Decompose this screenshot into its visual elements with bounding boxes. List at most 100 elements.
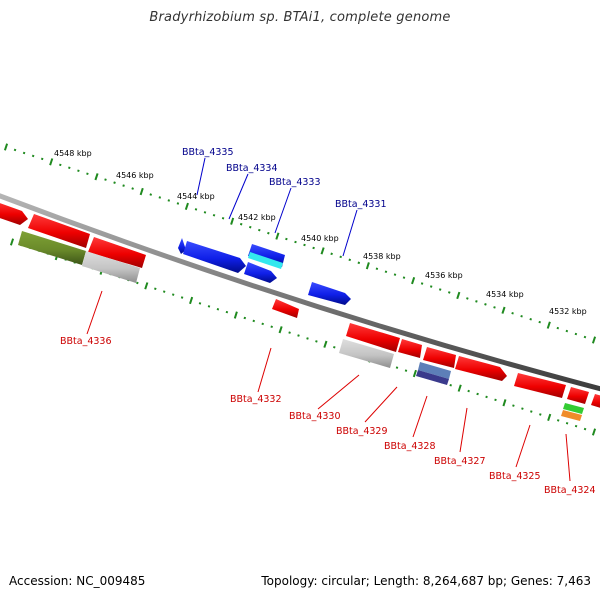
gene-arrow-red[interactable]	[88, 237, 146, 268]
gene-grey[interactable]	[82, 251, 140, 283]
upper-ring-major-tick	[49, 158, 54, 166]
lower-ring-major-tick	[144, 282, 149, 290]
lower-ring-minor-tick	[261, 322, 264, 326]
gene-orange[interactable]	[561, 410, 582, 421]
tick-label-4546: 4546 kbp	[116, 171, 154, 180]
leader-4328	[412, 395, 428, 438]
gene-label-bbta-4336[interactable]: BBta_4336	[60, 336, 112, 347]
leader-4331	[342, 209, 358, 257]
gene-arrow-red[interactable]	[272, 299, 299, 318]
leader-4327	[459, 407, 468, 453]
gene-label-bbta-4332[interactable]: BBta_4332	[230, 394, 282, 405]
gene-steel[interactable]	[418, 362, 451, 379]
upper-ring-minor-tick	[113, 181, 116, 184]
upper-ring-minor-tick	[583, 335, 587, 339]
gene-label-bbta-4331[interactable]: BBta_4331	[335, 199, 387, 210]
chromosome-backbone	[0, 193, 600, 392]
gene-label-bbta-4334[interactable]: BBta_4334	[226, 163, 278, 174]
gene-label-bbta-4329[interactable]: BBta_4329	[336, 426, 388, 437]
tick-labels: 4548 kbp 4546 kbp 4544 kbp 4542 kbp 4540…	[54, 149, 587, 316]
tick-label-4544: 4544 kbp	[177, 192, 215, 201]
upper-ring-major-tick	[184, 202, 189, 211]
lower-ring-minor-tick	[207, 305, 211, 308]
upper-ring-major-tick	[230, 217, 235, 225]
gene-navy[interactable]	[416, 370, 449, 385]
upper-ring-minor-tick	[77, 169, 80, 173]
upper-ring-minor-tick	[131, 187, 134, 190]
gene-arrow-blue[interactable]	[244, 262, 277, 283]
upper-ring-minor-tick	[348, 258, 352, 262]
upper-ring-minor-tick	[339, 255, 342, 259]
gene-label-bbta-4327[interactable]: BBta_4327	[434, 456, 486, 467]
upper-ring-minor-tick	[330, 252, 333, 256]
lower-ring-minor-tick	[574, 424, 578, 428]
lower-ring-minor-tick	[556, 419, 560, 422]
gene-label-bbta-4325[interactable]: BBta_4325	[489, 471, 541, 482]
leader-4334	[228, 173, 249, 220]
gene-arrow-red[interactable]	[423, 347, 456, 368]
upper-ring-minor-tick	[447, 291, 451, 294]
gene-grey[interactable]	[339, 339, 394, 368]
lower-ring-minor-tick	[315, 340, 318, 343]
gene-label-bbta-4335[interactable]: BBta_4335	[182, 147, 234, 158]
lower-ring-minor-tick	[198, 302, 202, 305]
lower-ring-minor-tick	[171, 293, 175, 296]
leader-4329	[364, 386, 398, 423]
lower-ring-minor-tick	[306, 337, 309, 340]
gene-green[interactable]	[563, 403, 584, 414]
gene-arrow-red[interactable]	[0, 201, 28, 225]
upper-ring-major-tick	[94, 173, 99, 181]
gene-labels: BBta_4335 BBta_4334 BBta_4333 BBta_4331 …	[60, 147, 596, 496]
lower-ring-minor-tick	[395, 366, 399, 369]
genes-upper-track	[0, 201, 351, 318]
gene-label-bbta-4328[interactable]: BBta_4328	[384, 441, 436, 452]
gene-arrow-red[interactable]	[567, 387, 589, 404]
leader-4336	[86, 290, 103, 335]
gene-arrow-red[interactable]	[514, 373, 566, 398]
lower-ring-minor-tick	[225, 310, 229, 314]
upper-ring-minor-tick	[384, 270, 388, 274]
upper-ring-minor-tick	[248, 225, 252, 229]
genome-summary-text: Topology: circular; Length: 8,264,687 bp…	[261, 574, 591, 588]
lower-ring-minor-tick	[270, 325, 273, 329]
lower-ring-minor-tick	[180, 296, 184, 299]
upper-ring-minor-tick	[158, 196, 162, 199]
gene-arrow-cyan[interactable]	[248, 252, 283, 269]
upper-ring-minor-tick	[402, 276, 406, 279]
gene-label-bbta-4324[interactable]: BBta_4324	[544, 485, 596, 496]
upper-ring-minor-tick	[493, 306, 496, 309]
gene-arrow-red[interactable]	[591, 394, 600, 409]
leader-4333	[274, 187, 292, 234]
gene-arrow-blue[interactable]	[183, 241, 246, 273]
lower-ring-minor-tick	[136, 281, 139, 285]
upper-ring-minor-tick	[203, 211, 207, 214]
upper-ring-major-tick	[365, 262, 370, 270]
lower-ring-minor-tick	[449, 383, 452, 387]
upper-ring-minor-tick	[104, 178, 107, 181]
upper-ring-minor-tick	[221, 216, 225, 220]
gene-arrow-blue[interactable]	[178, 238, 186, 254]
gene-arrow-red[interactable]	[398, 339, 422, 358]
gene-arrow-red[interactable]	[346, 323, 400, 352]
upper-ring-minor-tick	[68, 166, 71, 170]
upper-ring-major-tick	[411, 276, 416, 285]
lower-ring-minor-tick	[333, 345, 336, 349]
gene-olive[interactable]	[18, 231, 86, 265]
gene-arrow-red[interactable]	[28, 214, 90, 248]
upper-ring-minor-tick	[393, 273, 397, 276]
map-title: Bradyrhizobium sp. BTAi1, complete genom…	[149, 10, 451, 25]
lower-ring-minor-tick	[162, 290, 166, 293]
accession-text: Accession: NC_009485	[9, 574, 146, 588]
lower-ring-major-tick	[9, 238, 15, 246]
gene-label-bbta-4333[interactable]: BBta_4333	[269, 177, 321, 188]
gene-label-bbta-4330[interactable]: BBta_4330	[289, 411, 341, 422]
lower-ring-minor-tick	[297, 334, 300, 337]
upper-ring-minor-tick	[122, 184, 125, 187]
tick-label-4532: 4532 kbp	[549, 307, 587, 316]
gene-arrow-red[interactable]	[455, 356, 507, 381]
upper-ring-minor-tick	[13, 148, 17, 152]
gene-arrow-blue[interactable]	[308, 282, 351, 305]
tick-label-4540: 4540 kbp	[301, 234, 339, 243]
leader-4325	[515, 424, 531, 468]
